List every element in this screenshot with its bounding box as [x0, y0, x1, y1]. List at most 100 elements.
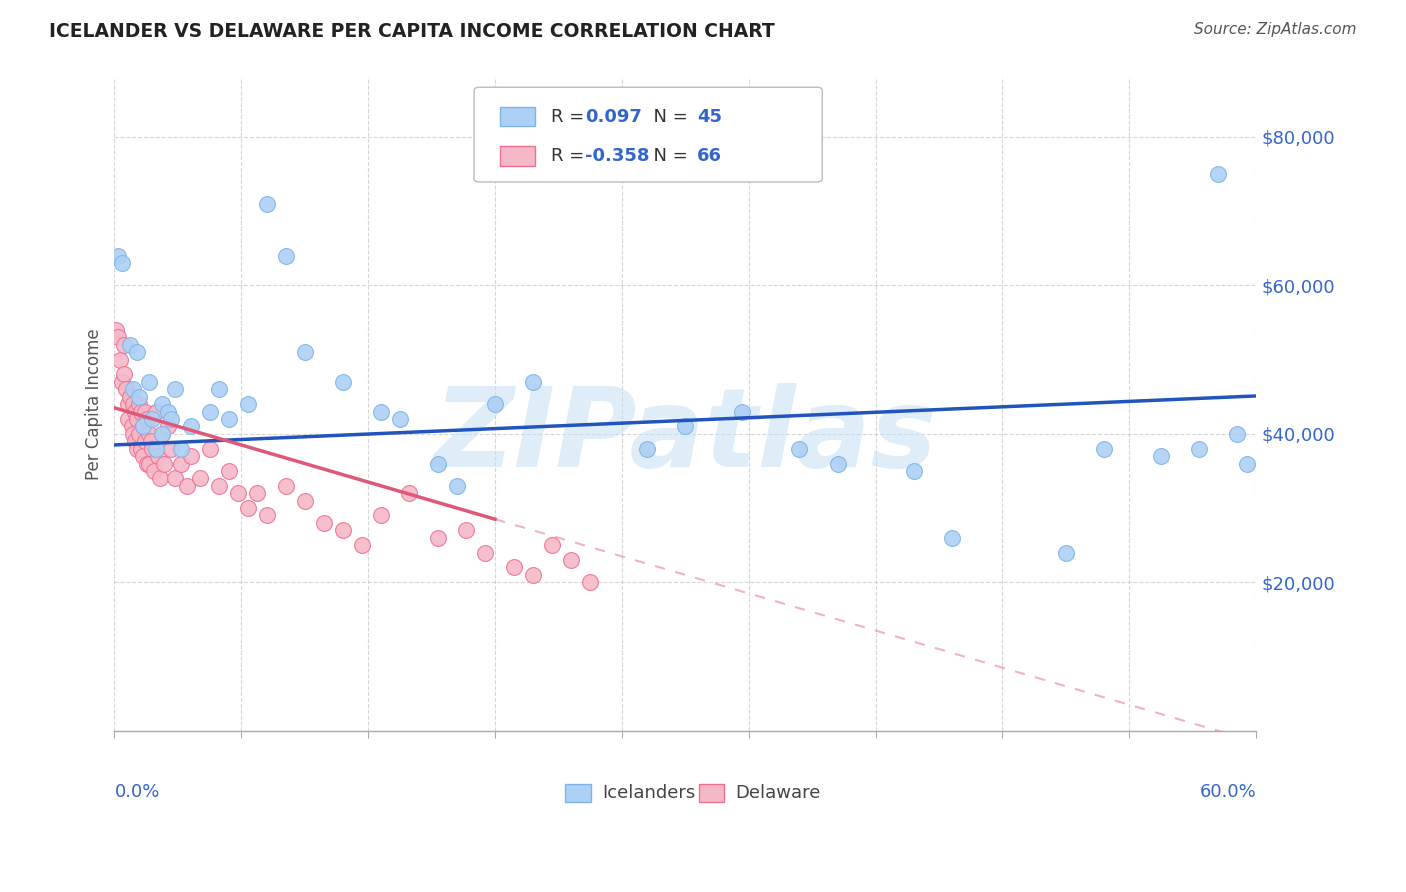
Point: [456, 524, 478, 538]
Y-axis label: Per Capita Income: Per Capita Income: [86, 328, 103, 480]
FancyBboxPatch shape: [501, 146, 534, 166]
Point: [128, 426, 150, 441]
Point: [236, 501, 259, 516]
Point: [218, 464, 240, 478]
Point: [274, 479, 297, 493]
Point: [1206, 167, 1229, 181]
Point: [143, 464, 166, 478]
Point: [426, 531, 449, 545]
Point: [122, 397, 145, 411]
Point: [541, 538, 564, 552]
Point: [153, 457, 176, 471]
Point: [132, 419, 155, 434]
Point: [107, 249, 129, 263]
Point: [903, 464, 925, 478]
Point: [474, 545, 496, 559]
Point: [108, 352, 131, 367]
Text: Source: ZipAtlas.com: Source: ZipAtlas.com: [1194, 22, 1357, 37]
Point: [312, 516, 335, 530]
FancyBboxPatch shape: [699, 784, 724, 802]
Point: [138, 375, 160, 389]
Point: [122, 426, 145, 441]
FancyBboxPatch shape: [565, 784, 591, 802]
Point: [398, 486, 420, 500]
Point: [149, 471, 172, 485]
Point: [129, 442, 152, 456]
Point: [150, 397, 173, 411]
Point: [180, 419, 202, 434]
Point: [294, 345, 316, 359]
Point: [256, 508, 278, 523]
Point: [114, 382, 136, 396]
Point: [150, 426, 173, 441]
Text: R =: R =: [551, 108, 589, 126]
Point: [135, 457, 157, 471]
Point: [117, 412, 139, 426]
Point: [370, 404, 392, 418]
Point: [127, 345, 149, 359]
Point: [148, 449, 170, 463]
Point: [107, 330, 129, 344]
Text: 66: 66: [697, 147, 721, 165]
Point: [1092, 442, 1115, 456]
Point: [246, 486, 269, 500]
Point: [188, 471, 211, 485]
Point: [134, 404, 156, 418]
Point: [731, 404, 754, 418]
Point: [180, 449, 202, 463]
Point: [129, 404, 152, 418]
Point: [350, 538, 373, 552]
Point: [105, 323, 128, 337]
Point: [579, 575, 602, 590]
FancyBboxPatch shape: [474, 87, 823, 182]
Text: Icelanders: Icelanders: [602, 784, 695, 802]
Point: [484, 397, 506, 411]
Text: 60.0%: 60.0%: [1199, 783, 1256, 801]
Point: [208, 382, 231, 396]
Point: [370, 508, 392, 523]
Point: [160, 412, 183, 426]
Point: [1236, 457, 1258, 471]
Text: 45: 45: [697, 108, 721, 126]
Point: [117, 397, 139, 411]
Point: [941, 531, 963, 545]
Point: [122, 382, 145, 396]
Point: [145, 404, 167, 418]
Point: [503, 560, 526, 574]
Text: 0.0%: 0.0%: [114, 783, 160, 801]
Text: R =: R =: [551, 147, 589, 165]
Point: [256, 196, 278, 211]
Point: [124, 404, 146, 418]
Point: [112, 337, 135, 351]
Point: [128, 397, 150, 411]
Point: [156, 404, 179, 418]
Point: [160, 442, 183, 456]
Point: [1150, 449, 1173, 463]
Point: [165, 382, 187, 396]
Point: [446, 479, 468, 493]
Point: [170, 457, 193, 471]
Point: [198, 442, 221, 456]
Point: [141, 412, 163, 426]
Point: [274, 249, 297, 263]
Point: [150, 426, 173, 441]
Point: [135, 412, 157, 426]
Point: [522, 375, 544, 389]
Point: [208, 479, 231, 493]
Point: [218, 412, 240, 426]
Point: [127, 412, 149, 426]
Text: -0.358: -0.358: [585, 147, 650, 165]
Point: [170, 442, 193, 456]
Point: [128, 390, 150, 404]
Text: ZIPatlas: ZIPatlas: [433, 384, 938, 491]
Point: [426, 457, 449, 471]
Point: [132, 449, 155, 463]
Point: [1188, 442, 1211, 456]
Text: Delaware: Delaware: [735, 784, 821, 802]
Point: [1226, 426, 1249, 441]
Point: [827, 457, 849, 471]
FancyBboxPatch shape: [501, 107, 534, 127]
Point: [132, 419, 155, 434]
Point: [636, 442, 658, 456]
Point: [388, 412, 411, 426]
